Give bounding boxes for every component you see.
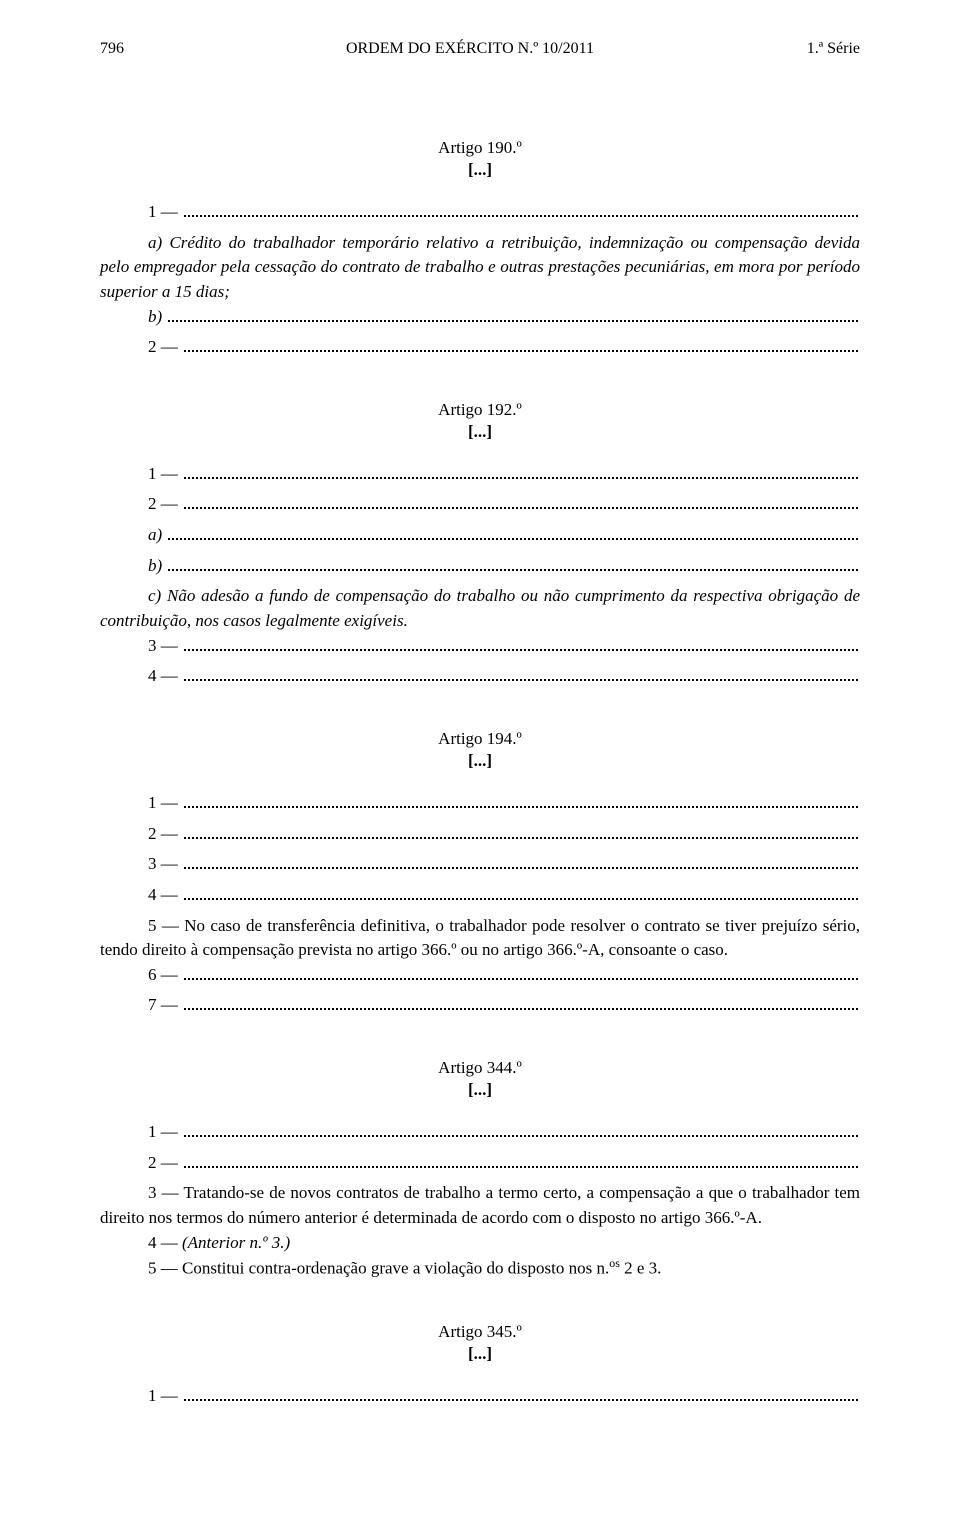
dotfill bbox=[168, 555, 858, 571]
a190-b-lead: b) bbox=[100, 305, 166, 330]
a194-item4-lead: 4 — bbox=[100, 883, 182, 908]
a344-item2-lead: 2 — bbox=[100, 1151, 182, 1176]
dotfill bbox=[184, 494, 858, 510]
a192-item4-lead: 4 — bbox=[100, 664, 182, 689]
a190-item1: 1 — bbox=[100, 200, 860, 225]
artigo-345-sub: [...] bbox=[100, 1344, 860, 1364]
dotfill bbox=[184, 1152, 858, 1168]
a194-item7-lead: 7 — bbox=[100, 993, 182, 1018]
header-series: 1.ª Série bbox=[780, 40, 860, 58]
a344-item1: 1 — bbox=[100, 1120, 860, 1145]
a344-item3: 3 — Tratando-se de novos contratos de tr… bbox=[100, 1181, 860, 1230]
a194-item1: 1 — bbox=[100, 791, 860, 816]
a344-item4: 4 — (Anterior n.º 3.) bbox=[100, 1231, 860, 1256]
a190-item2: 2 — bbox=[100, 335, 860, 360]
dotfill bbox=[168, 525, 858, 541]
a194-item7: 7 — bbox=[100, 993, 860, 1018]
header-title: ORDEM DO EXÉRCITO N.º 10/2011 bbox=[160, 40, 780, 58]
a192-a-lead: a) bbox=[100, 523, 166, 548]
a190-item2-lead: 2 — bbox=[100, 335, 182, 360]
a194-item6: 6 — bbox=[100, 963, 860, 988]
a194-item3: 3 — bbox=[100, 852, 860, 877]
a190-a-text: a) Crédito do trabalhador temporário rel… bbox=[100, 233, 860, 301]
a344-item1-lead: 1 — bbox=[100, 1120, 182, 1145]
dotfill bbox=[184, 337, 858, 353]
a344-item3-text: 3 — Tratando-se de novos contratos de tr… bbox=[100, 1183, 860, 1227]
a192-a: a) bbox=[100, 523, 860, 548]
artigo-345-title: Artigo 345.º bbox=[100, 1322, 860, 1342]
dotfill bbox=[184, 635, 858, 651]
a192-item3-lead: 3 — bbox=[100, 634, 182, 659]
a344-item4-italic: (Anterior n.º 3.) bbox=[182, 1233, 290, 1252]
a192-item1: 1 — bbox=[100, 462, 860, 487]
a344-item5-prefix: 5 — Constitui contra-ordenação grave a v… bbox=[148, 1259, 609, 1278]
artigo-194-sub: [...] bbox=[100, 751, 860, 771]
artigo-344-sub: [...] bbox=[100, 1080, 860, 1100]
a192-b-lead: b) bbox=[100, 554, 166, 579]
dotfill bbox=[168, 306, 858, 322]
a192-b: b) bbox=[100, 554, 860, 579]
a190-item1-lead: 1 — bbox=[100, 200, 182, 225]
artigo-192-title: Artigo 192.º bbox=[100, 400, 860, 420]
a194-item3-lead: 3 — bbox=[100, 852, 182, 877]
a192-item4: 4 — bbox=[100, 664, 860, 689]
dotfill bbox=[184, 823, 858, 839]
a344-item5-sup: os bbox=[609, 1256, 620, 1270]
a194-item6-lead: 6 — bbox=[100, 963, 182, 988]
a194-item1-lead: 1 — bbox=[100, 791, 182, 816]
a194-item2-lead: 2 — bbox=[100, 822, 182, 847]
dotfill bbox=[184, 201, 858, 217]
dotfill bbox=[184, 666, 858, 682]
dotfill bbox=[184, 1122, 858, 1138]
a190-a: a) Crédito do trabalhador temporário rel… bbox=[100, 231, 860, 305]
artigo-190-sub: [...] bbox=[100, 160, 860, 180]
dotfill bbox=[184, 854, 858, 870]
a344-item5-suffix: 2 e 3. bbox=[620, 1259, 662, 1278]
a344-item5: 5 — Constitui contra-ordenação grave a v… bbox=[100, 1255, 860, 1281]
dotfill bbox=[184, 884, 858, 900]
dotfill bbox=[184, 995, 858, 1011]
dotfill bbox=[184, 1385, 858, 1401]
a192-c-text: c) Não adesão a fundo de compensação do … bbox=[100, 586, 860, 630]
artigo-344-title: Artigo 344.º bbox=[100, 1058, 860, 1078]
a190-b: b) bbox=[100, 305, 860, 330]
a345-item1: 1 — bbox=[100, 1384, 860, 1409]
a194-item5: 5 — No caso de transferência definitiva,… bbox=[100, 914, 860, 963]
a194-item4: 4 — bbox=[100, 883, 860, 908]
a344-item4-prefix: 4 — bbox=[148, 1233, 182, 1252]
a194-item5-text: 5 — No caso de transferência definitiva,… bbox=[100, 916, 860, 960]
dotfill bbox=[184, 964, 858, 980]
dotfill bbox=[184, 792, 858, 808]
page-header: 796 ORDEM DO EXÉRCITO N.º 10/2011 1.ª Sé… bbox=[100, 40, 860, 58]
page-number: 796 bbox=[100, 40, 160, 58]
artigo-190-title: Artigo 190.º bbox=[100, 138, 860, 158]
a192-item1-lead: 1 — bbox=[100, 462, 182, 487]
a192-c: c) Não adesão a fundo de compensação do … bbox=[100, 584, 860, 633]
a194-item2: 2 — bbox=[100, 822, 860, 847]
a344-item2: 2 — bbox=[100, 1151, 860, 1176]
page: 796 ORDEM DO EXÉRCITO N.º 10/2011 1.ª Sé… bbox=[0, 0, 960, 1474]
a345-item1-lead: 1 — bbox=[100, 1384, 182, 1409]
a192-item2-lead: 2 — bbox=[100, 492, 182, 517]
artigo-192-sub: [...] bbox=[100, 422, 860, 442]
a192-item2: 2 — bbox=[100, 492, 860, 517]
dotfill bbox=[184, 463, 858, 479]
a192-item3: 3 — bbox=[100, 634, 860, 659]
artigo-194-title: Artigo 194.º bbox=[100, 729, 860, 749]
